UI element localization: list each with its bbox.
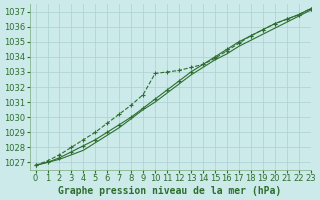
X-axis label: Graphe pression niveau de la mer (hPa): Graphe pression niveau de la mer (hPa) xyxy=(59,186,282,196)
